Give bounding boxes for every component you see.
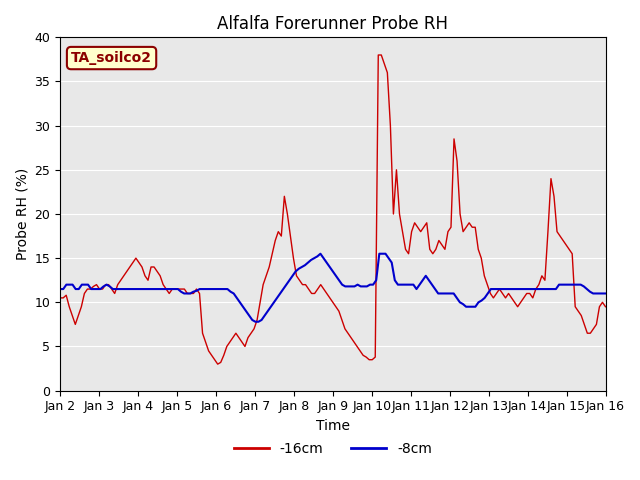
-16cm bbox=[514, 304, 522, 310]
-8cm bbox=[527, 286, 535, 292]
-8cm bbox=[459, 301, 467, 307]
-8cm bbox=[56, 286, 64, 292]
Line: -8cm: -8cm bbox=[60, 254, 605, 322]
-16cm bbox=[138, 264, 146, 270]
-8cm bbox=[602, 290, 609, 296]
-16cm bbox=[602, 304, 609, 310]
-16cm bbox=[56, 295, 64, 301]
-16cm bbox=[102, 282, 109, 288]
X-axis label: Time: Time bbox=[316, 419, 350, 433]
Line: -16cm: -16cm bbox=[60, 55, 605, 364]
-16cm bbox=[208, 352, 216, 358]
-16cm bbox=[214, 361, 221, 367]
Y-axis label: Probe RH (%): Probe RH (%) bbox=[15, 168, 29, 260]
-8cm bbox=[385, 255, 392, 261]
Text: TA_soilco2: TA_soilco2 bbox=[71, 51, 152, 65]
-16cm bbox=[374, 52, 382, 58]
-16cm bbox=[320, 286, 328, 292]
-8cm bbox=[211, 286, 219, 292]
-8cm bbox=[252, 319, 259, 324]
-16cm bbox=[323, 290, 331, 296]
Legend: -16cm, -8cm: -16cm, -8cm bbox=[228, 436, 437, 461]
Title: Alfalfa Forerunner Probe RH: Alfalfa Forerunner Probe RH bbox=[218, 15, 449, 33]
-8cm bbox=[230, 290, 237, 296]
-8cm bbox=[397, 282, 405, 288]
-8cm bbox=[317, 251, 324, 257]
